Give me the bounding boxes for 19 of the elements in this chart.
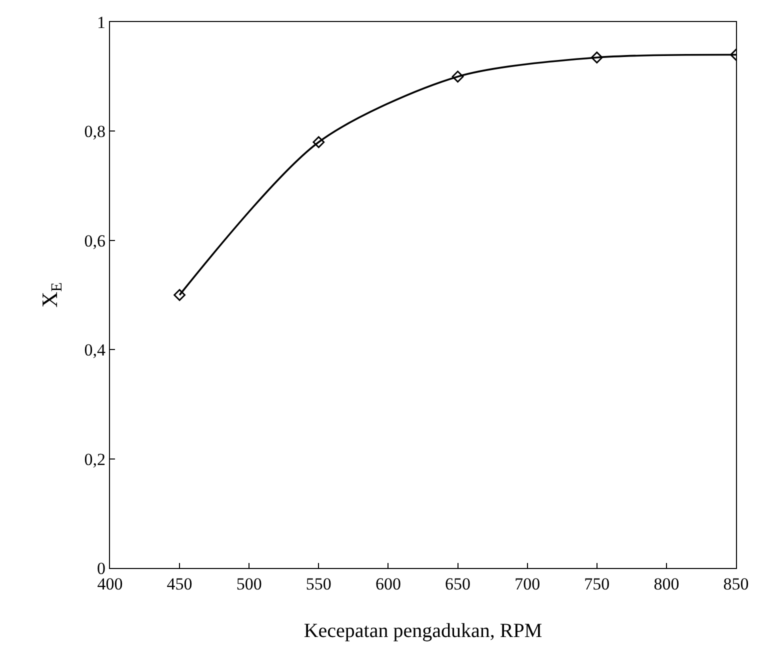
x-tick-label: 700 — [514, 574, 540, 594]
point — [312, 136, 325, 148]
x-tick-label: 800 — [654, 574, 680, 594]
y-tick-label: 0,6 — [84, 231, 106, 250]
x-axis-title: Kecepatan pengadukan, RPM — [304, 620, 542, 642]
x-tick-label: 850 — [723, 574, 749, 594]
point — [452, 70, 464, 83]
x-tick-label: 650 — [445, 574, 471, 594]
x-tick-label: 450 — [166, 574, 192, 594]
point — [590, 52, 603, 64]
y-tick-label: 0,2 — [84, 450, 106, 469]
x-tick-label: 600 — [375, 574, 401, 594]
x-tick-label: 500 — [236, 574, 262, 594]
point — [174, 289, 186, 301]
y-tick-label: 1 — [97, 12, 106, 32]
y-tick-label: 0,8 — [84, 122, 106, 142]
x-tick-label: 550 — [306, 574, 332, 594]
y-tick-label: 0,4 — [84, 340, 106, 360]
x-tick-label: 750 — [584, 574, 610, 594]
